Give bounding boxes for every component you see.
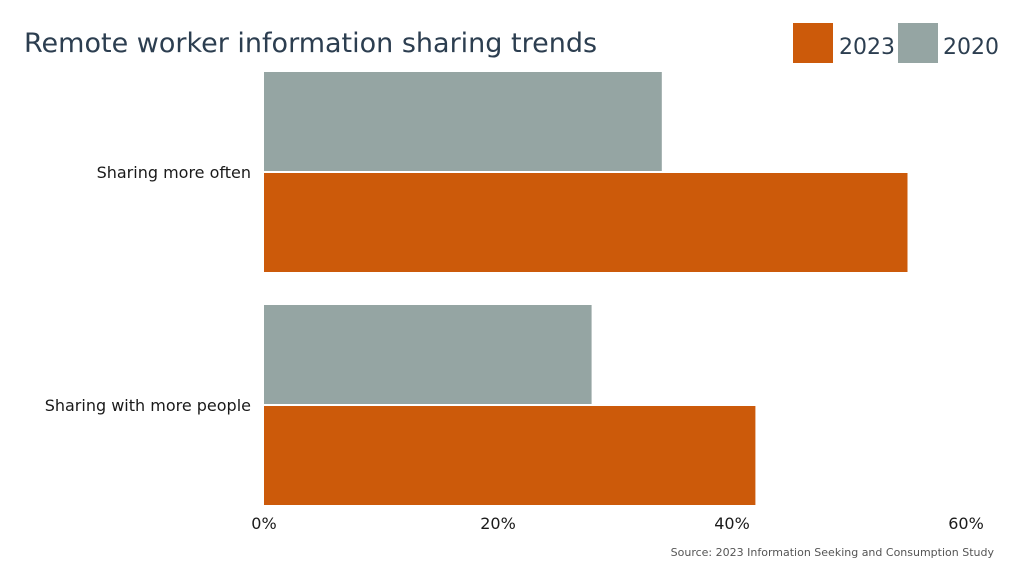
x-tick-label-20: 20% <box>480 514 516 533</box>
x-tick-label-40: 40% <box>714 514 750 533</box>
category-label-sharing-with-more-people: Sharing with more people <box>45 396 251 415</box>
chart-title: Remote worker information sharing trends <box>24 28 597 59</box>
x-tick-label-0: 0% <box>251 514 276 533</box>
category-label-sharing-more-often: Sharing more often <box>97 163 251 182</box>
bar-2023-sharing-more-often <box>264 173 908 272</box>
legend-label-2023: 2023 <box>839 35 895 60</box>
source-note: Source: 2023 Information Seeking and Con… <box>671 546 995 559</box>
legend-swatch-2023 <box>793 23 833 63</box>
x-tick-label-60: 60% <box>948 514 984 533</box>
legend: 2023 2020 <box>793 23 999 63</box>
bar-2023-sharing-with-more-people <box>264 406 756 505</box>
bar-2020-sharing-more-often <box>264 72 662 171</box>
legend-swatch-2020 <box>898 23 938 63</box>
legend-label-2020: 2020 <box>943 35 999 60</box>
bars-group <box>264 72 908 505</box>
bar-2020-sharing-with-more-people <box>264 305 592 404</box>
